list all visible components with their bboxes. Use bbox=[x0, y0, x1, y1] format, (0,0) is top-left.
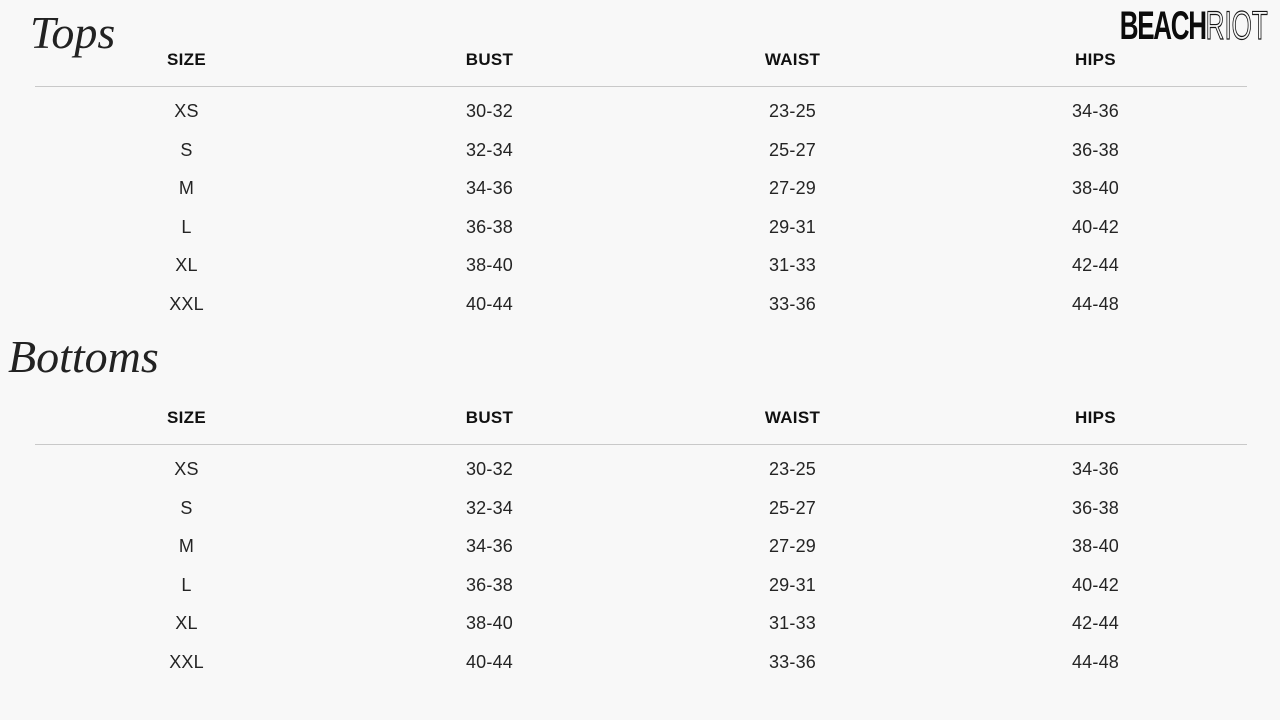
header-row: SIZE BUST WAIST HIPS bbox=[35, 400, 1247, 445]
bust-cell: 32-34 bbox=[465, 139, 514, 160]
column-header-waist: WAIST bbox=[641, 42, 944, 87]
bust-cell: 30-32 bbox=[465, 101, 514, 122]
size-cell: S bbox=[180, 497, 193, 518]
waist-cell: 25-27 bbox=[768, 139, 817, 160]
column-header-size: SIZE bbox=[35, 42, 338, 87]
size-chart-tops-body: XS 30-32 23-25 34-36 S 32-34 25-27 36-38… bbox=[35, 87, 1247, 324]
bust-cell: 36-38 bbox=[465, 574, 514, 595]
waist-cell: 31-33 bbox=[768, 613, 817, 634]
table-row: S 32-34 25-27 36-38 bbox=[35, 489, 1247, 528]
table-row: XL 38-40 31-33 42-44 bbox=[35, 605, 1247, 644]
hips-cell: 44-48 bbox=[1071, 651, 1120, 672]
hips-cell: 36-38 bbox=[1071, 139, 1120, 160]
size-cell: M bbox=[178, 536, 195, 557]
table-row: XS 30-32 23-25 34-36 bbox=[35, 451, 1247, 490]
size-chart-tops: SIZE BUST WAIST HIPS XS 30-32 23-25 34-3… bbox=[35, 42, 1247, 324]
bust-cell: 36-38 bbox=[465, 216, 514, 237]
waist-cell: 27-29 bbox=[768, 178, 817, 199]
bust-cell: 40-44 bbox=[465, 651, 514, 672]
size-chart-bottoms: SIZE BUST WAIST HIPS XS 30-32 23-25 34-3… bbox=[35, 400, 1247, 682]
bust-cell: 38-40 bbox=[465, 613, 514, 634]
waist-cell: 29-31 bbox=[768, 216, 817, 237]
column-header-size: SIZE bbox=[35, 400, 338, 445]
waist-cell: 25-27 bbox=[768, 497, 817, 518]
size-cell: S bbox=[180, 139, 193, 160]
table-row: M 34-36 27-29 38-40 bbox=[35, 170, 1247, 209]
waist-cell: 23-25 bbox=[768, 101, 817, 122]
column-header-bust: BUST bbox=[338, 42, 641, 87]
column-header-bust: BUST bbox=[338, 400, 641, 445]
size-chart-tops-header: SIZE BUST WAIST HIPS bbox=[35, 42, 1247, 87]
section-title-bottoms: Bottoms bbox=[8, 331, 159, 382]
size-cell: M bbox=[178, 178, 195, 199]
logo-text-beach: BEACH bbox=[1119, 4, 1207, 48]
bust-cell: 38-40 bbox=[465, 255, 514, 276]
size-chart-bottoms-header: SIZE BUST WAIST HIPS bbox=[35, 400, 1247, 445]
hips-cell: 34-36 bbox=[1071, 459, 1120, 480]
waist-cell: 33-36 bbox=[768, 293, 817, 314]
size-cell: L bbox=[181, 574, 192, 595]
hips-cell: 42-44 bbox=[1071, 613, 1120, 634]
waist-cell: 33-36 bbox=[768, 651, 817, 672]
hips-cell: 38-40 bbox=[1071, 178, 1120, 199]
bust-cell: 32-34 bbox=[465, 497, 514, 518]
hips-cell: 40-42 bbox=[1071, 216, 1120, 237]
waist-cell: 27-29 bbox=[768, 536, 817, 557]
column-header-hips: HIPS bbox=[944, 42, 1247, 87]
column-header-waist: WAIST bbox=[641, 400, 944, 445]
table-row: L 36-38 29-31 40-42 bbox=[35, 566, 1247, 605]
table-row: XL 38-40 31-33 42-44 bbox=[35, 247, 1247, 286]
hips-cell: 42-44 bbox=[1071, 255, 1120, 276]
waist-cell: 31-33 bbox=[768, 255, 817, 276]
hips-cell: 36-38 bbox=[1071, 497, 1120, 518]
size-chart-bottoms-body: XS 30-32 23-25 34-36 S 32-34 25-27 36-38… bbox=[35, 445, 1247, 682]
size-cell: XXL bbox=[169, 293, 204, 314]
size-cell: XS bbox=[174, 459, 199, 480]
table-row: M 34-36 27-29 38-40 bbox=[35, 528, 1247, 567]
table-row: XXL 40-44 33-36 44-48 bbox=[35, 643, 1247, 682]
waist-cell: 29-31 bbox=[768, 574, 817, 595]
table-row: XS 30-32 23-25 34-36 bbox=[35, 93, 1247, 132]
size-cell: XL bbox=[175, 255, 198, 276]
bust-cell: 30-32 bbox=[465, 459, 514, 480]
size-cell: L bbox=[181, 216, 192, 237]
size-cell: XL bbox=[175, 613, 198, 634]
bust-cell: 34-36 bbox=[465, 178, 514, 199]
header-row: SIZE BUST WAIST HIPS bbox=[35, 42, 1247, 87]
logo-text-riot: RIOT bbox=[1205, 4, 1269, 48]
size-cell: XXL bbox=[169, 651, 204, 672]
table-row: XXL 40-44 33-36 44-48 bbox=[35, 285, 1247, 324]
column-header-hips: HIPS bbox=[944, 400, 1247, 445]
beach-riot-logo: BEACH RIOT bbox=[1119, 4, 1269, 48]
hips-cell: 40-42 bbox=[1071, 574, 1120, 595]
table-row: L 36-38 29-31 40-42 bbox=[35, 208, 1247, 247]
size-cell: XS bbox=[174, 101, 199, 122]
bust-cell: 34-36 bbox=[465, 536, 514, 557]
hips-cell: 34-36 bbox=[1071, 101, 1120, 122]
waist-cell: 23-25 bbox=[768, 459, 817, 480]
table-row: S 32-34 25-27 36-38 bbox=[35, 131, 1247, 170]
hips-cell: 38-40 bbox=[1071, 536, 1120, 557]
hips-cell: 44-48 bbox=[1071, 293, 1120, 314]
bust-cell: 40-44 bbox=[465, 293, 514, 314]
